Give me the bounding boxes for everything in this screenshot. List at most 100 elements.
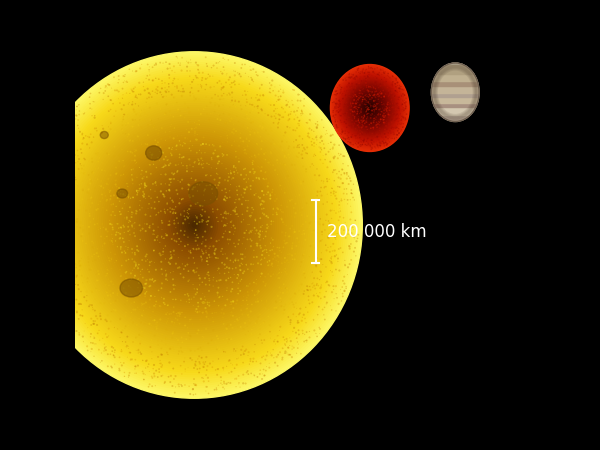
- Point: [89, 353, 99, 360]
- Point: [154, 154, 163, 162]
- Point: [52, 153, 61, 161]
- Point: [313, 219, 323, 226]
- Point: [352, 111, 362, 118]
- Point: [148, 157, 158, 164]
- Point: [187, 316, 196, 323]
- Point: [367, 84, 376, 91]
- Point: [116, 172, 125, 179]
- Point: [340, 85, 349, 92]
- Point: [149, 124, 158, 131]
- Point: [200, 228, 210, 235]
- Point: [250, 224, 259, 231]
- Point: [201, 94, 211, 101]
- Point: [302, 144, 312, 151]
- Point: [169, 285, 179, 292]
- Ellipse shape: [120, 279, 143, 297]
- Point: [380, 126, 389, 133]
- Point: [222, 194, 232, 202]
- Point: [202, 93, 211, 100]
- Point: [40, 255, 49, 262]
- Point: [346, 98, 355, 105]
- Point: [331, 108, 341, 115]
- Ellipse shape: [178, 208, 211, 242]
- Point: [220, 67, 229, 74]
- Point: [177, 309, 187, 316]
- Point: [338, 134, 348, 141]
- Point: [84, 171, 94, 179]
- Point: [358, 141, 367, 148]
- Point: [172, 215, 182, 222]
- Point: [76, 233, 86, 240]
- Point: [125, 217, 134, 224]
- Point: [242, 111, 251, 118]
- Point: [340, 185, 349, 193]
- Point: [329, 286, 338, 293]
- Point: [353, 95, 362, 103]
- Point: [255, 85, 265, 92]
- Point: [361, 135, 370, 143]
- Point: [250, 127, 259, 134]
- Point: [292, 335, 301, 342]
- Point: [178, 162, 188, 169]
- Point: [312, 290, 322, 297]
- Point: [208, 110, 218, 117]
- Point: [338, 166, 347, 173]
- Point: [136, 268, 145, 275]
- Point: [370, 78, 380, 85]
- Point: [67, 296, 76, 303]
- Point: [305, 111, 315, 118]
- Point: [305, 116, 314, 123]
- Point: [209, 62, 218, 69]
- Point: [113, 290, 122, 297]
- Point: [353, 99, 362, 106]
- Point: [57, 300, 67, 307]
- Point: [225, 229, 235, 236]
- Point: [147, 258, 157, 265]
- Point: [309, 247, 319, 254]
- Point: [250, 216, 260, 223]
- Point: [183, 214, 193, 221]
- Point: [332, 90, 342, 97]
- Ellipse shape: [157, 186, 232, 264]
- Point: [350, 76, 360, 83]
- Point: [272, 157, 282, 164]
- Point: [205, 116, 214, 123]
- Point: [336, 112, 346, 119]
- Point: [193, 286, 202, 293]
- Point: [362, 66, 371, 73]
- Point: [109, 352, 119, 359]
- Point: [165, 255, 175, 262]
- Point: [158, 235, 168, 242]
- Point: [216, 374, 226, 381]
- Point: [134, 315, 144, 322]
- Point: [232, 355, 242, 362]
- Point: [176, 212, 185, 219]
- Point: [244, 313, 254, 320]
- Point: [229, 305, 238, 312]
- Point: [99, 145, 109, 153]
- Point: [80, 293, 89, 301]
- Point: [282, 284, 292, 291]
- Point: [349, 131, 358, 138]
- Point: [337, 197, 346, 204]
- Point: [287, 251, 296, 258]
- Point: [164, 218, 174, 225]
- Point: [245, 67, 255, 74]
- Point: [331, 307, 341, 315]
- Point: [185, 347, 195, 354]
- Point: [376, 66, 385, 73]
- Point: [63, 248, 73, 256]
- Point: [162, 320, 172, 327]
- Point: [374, 77, 384, 84]
- Point: [180, 100, 190, 107]
- Point: [287, 354, 297, 361]
- Point: [152, 323, 161, 330]
- Point: [351, 100, 361, 108]
- Point: [145, 222, 155, 230]
- Point: [335, 100, 345, 107]
- Point: [344, 130, 353, 137]
- Point: [328, 260, 337, 267]
- Point: [214, 237, 224, 244]
- Point: [243, 143, 253, 150]
- Point: [355, 86, 364, 94]
